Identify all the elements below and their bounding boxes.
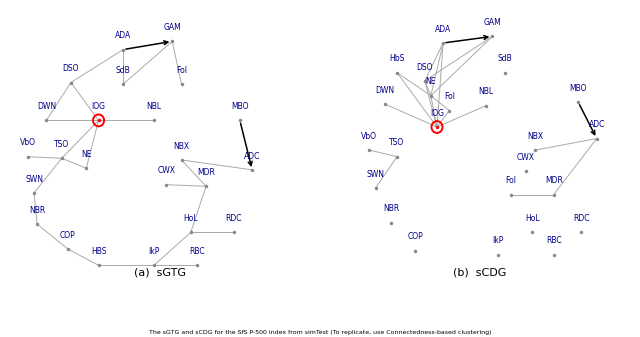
Text: NBX: NBX (173, 142, 189, 151)
Text: HoL: HoL (184, 214, 198, 223)
Text: (b)  sCDG: (b) sCDG (453, 268, 507, 278)
Text: IOG: IOG (430, 109, 444, 118)
Text: GAM: GAM (163, 23, 181, 32)
Text: MBO: MBO (570, 84, 587, 93)
Text: MDR: MDR (197, 168, 215, 177)
Text: NE: NE (81, 150, 92, 159)
Text: SdB: SdB (497, 54, 512, 63)
Text: CWX: CWX (517, 153, 535, 162)
Text: FoI: FoI (444, 92, 455, 101)
Text: NBX: NBX (527, 132, 543, 141)
Text: DWN: DWN (375, 86, 394, 95)
Text: MDR: MDR (545, 176, 563, 185)
Text: COP: COP (408, 232, 424, 241)
Text: HoL: HoL (525, 214, 540, 223)
Text: TSO: TSO (389, 139, 404, 148)
Text: GAM: GAM (483, 18, 501, 27)
Text: DSO: DSO (63, 64, 79, 73)
Text: MBO: MBO (231, 102, 248, 111)
Text: NBL: NBL (479, 87, 493, 96)
Text: ADC: ADC (589, 120, 605, 129)
Text: RDC: RDC (573, 214, 589, 223)
Text: RBC: RBC (189, 247, 205, 256)
Text: SWN: SWN (25, 175, 43, 184)
Text: HBS: HBS (91, 247, 106, 256)
Text: NBR: NBR (383, 204, 399, 213)
Text: RBC: RBC (546, 236, 561, 245)
Text: IkP: IkP (148, 247, 159, 256)
Text: FoI: FoI (505, 176, 516, 185)
Text: (a)  sGTG: (a) sGTG (134, 268, 186, 278)
Text: IOG: IOG (92, 102, 106, 111)
Text: The sGTG and sCDG for the SfS P-500 index from simTest (To replicate, use Connec: The sGTG and sCDG for the SfS P-500 inde… (148, 330, 492, 335)
Text: ADA: ADA (435, 25, 451, 34)
Text: ADA: ADA (115, 31, 131, 40)
Text: DSO: DSO (417, 63, 433, 72)
Text: CWX: CWX (157, 166, 175, 176)
Text: TSO: TSO (54, 140, 69, 149)
Text: FoI: FoI (176, 66, 187, 75)
Text: VbO: VbO (362, 132, 378, 141)
Text: RDC: RDC (225, 214, 242, 223)
Text: NBL: NBL (147, 102, 161, 111)
Text: VbO: VbO (20, 139, 36, 148)
Text: COP: COP (60, 231, 76, 240)
Text: IkP: IkP (493, 236, 504, 245)
Text: NBR: NBR (29, 206, 45, 215)
Text: ADC: ADC (244, 152, 260, 161)
Text: HbS: HbS (389, 54, 404, 63)
Text: NE: NE (426, 78, 436, 87)
Text: DWN: DWN (36, 102, 56, 111)
Text: SdB: SdB (116, 66, 131, 75)
Text: SWN: SWN (367, 170, 385, 179)
